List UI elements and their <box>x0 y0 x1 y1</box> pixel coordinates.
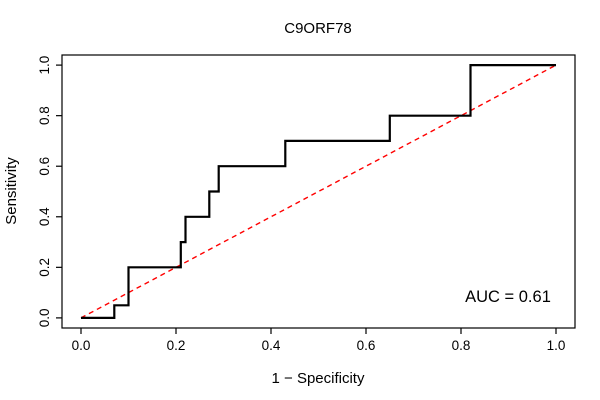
plot-title: C9ORF78 <box>284 20 352 37</box>
x-tick-label: 0.4 <box>262 338 281 353</box>
plot-box <box>61 54 576 329</box>
x-tick-label: 1.0 <box>547 338 566 353</box>
x-axis-label: 1 − Specificity <box>272 370 365 387</box>
roc-curve-line <box>81 63 556 319</box>
y-tick-label: 0.0 <box>37 308 52 327</box>
axis-ticks: 0.0 0.2 0.4 0.6 0.8 1.0 0.0 0.2 0.4 0.6 0.8 1.0 <box>37 56 565 353</box>
x-tick-label: 0.8 <box>452 338 471 353</box>
auc-annotation: AUC = 0.61 <box>465 288 551 306</box>
y-tick-label: 1.0 <box>37 56 52 75</box>
x-tick-label: 0.0 <box>72 338 91 353</box>
y-tick-label: 0.6 <box>37 157 52 176</box>
chance-diagonal-line <box>80 64 557 319</box>
y-tick-label: 0.2 <box>37 258 52 277</box>
y-tick-label: 0.8 <box>37 106 52 125</box>
x-tick-label: 0.2 <box>167 338 186 353</box>
y-tick-label: 0.4 <box>37 207 52 226</box>
y-axis-label: Sensitivity <box>3 157 20 225</box>
data-series <box>80 63 557 319</box>
x-tick-label: 0.6 <box>357 338 376 353</box>
